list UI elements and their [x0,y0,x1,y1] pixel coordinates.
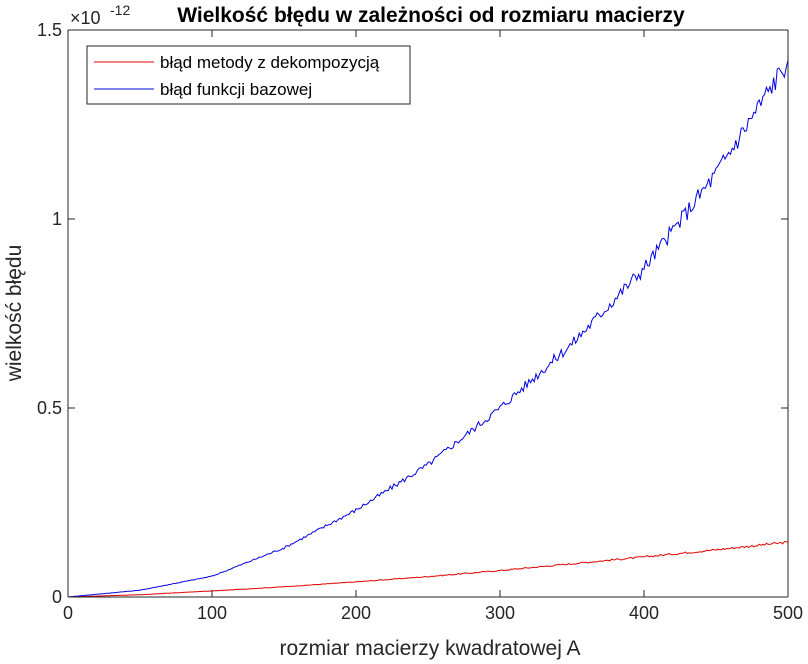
y-tick-label: 1.5 [37,20,62,40]
y-axis-label: wielkość błędu [3,245,26,383]
x-tick-label: 400 [629,603,659,623]
x-axis-label: rozmiar macierzy kwadratowej A [279,637,580,660]
ticks-layer: 0 100 200 300 400 500 0 0.5 1 1.5 [37,20,803,623]
y-tick-label: 0.5 [37,398,62,418]
y-exponent-power: -12 [110,2,130,18]
y-exponent-base: ×10 [70,8,101,28]
legend: błąd metody z dekompozycją błąd funkcji … [86,45,411,105]
series-line-1 [67,60,789,598]
x-tick-label: 100 [197,603,227,623]
legend-label-base-function: błąd funkcji bazowej [160,80,312,99]
x-tick-label: 300 [485,603,515,623]
plot-area [68,30,788,597]
legend-label-decomposition: błąd metody z dekompozycją [160,53,380,72]
series-layer [67,60,789,598]
legend-box [86,45,411,105]
x-tick-label: 500 [773,603,803,623]
x-tick-label: 0 [63,603,73,623]
axes-layer [67,29,789,598]
chart-title: Wielkość błędu w zależności od rozmiaru … [177,4,685,27]
y-tick-label: 1 [52,209,62,229]
series-line-0 [67,540,789,598]
y-tick-label: 0 [52,587,62,607]
x-tick-label: 200 [341,603,371,623]
